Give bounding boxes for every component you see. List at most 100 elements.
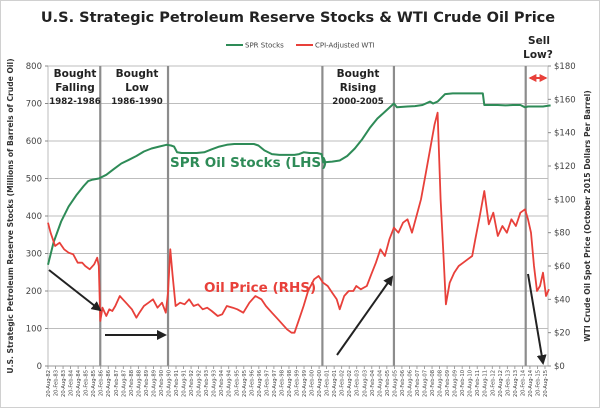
x-tick-label: 20-Feb-84	[69, 369, 75, 396]
x-tick-label: 20-Feb-94	[219, 369, 225, 396]
y-tick-label-right: $120	[554, 162, 576, 172]
y-tick-label-left: 100	[26, 325, 42, 335]
x-tick-label: 20-Aug-00	[317, 370, 323, 397]
y-tick-label-right: $20	[554, 329, 570, 339]
period-2-years: 1986-1990	[111, 97, 162, 107]
x-tick-label: 20-Aug-15	[543, 370, 549, 397]
x-tick-label: 20-Feb-97	[264, 370, 270, 396]
x-tick-label: 20-Aug-09	[453, 370, 459, 397]
x-tick-label: 20-Feb-14	[520, 369, 526, 396]
x-tick-label: 20-Aug-91	[182, 370, 188, 397]
y-tick-label-left: 800	[26, 62, 42, 72]
period-1-line1: Bought	[54, 68, 97, 80]
x-tick-label: 20-Aug-95	[242, 370, 248, 397]
y-tick-label-left: 600	[26, 137, 42, 147]
arrow-bought-rising	[336, 275, 394, 356]
y-tick-label-left: 700	[26, 100, 42, 110]
x-tick-label: 20-Feb-92	[189, 370, 195, 396]
x-tick-label: 20-Aug-83	[61, 370, 67, 397]
period-3-line2: Rising	[340, 82, 377, 94]
trend-arrows	[48, 74, 548, 365]
x-tick-label: 20-Feb-01	[325, 370, 331, 396]
legend: SPR Stocks CPI-Adjusted WTI	[226, 42, 375, 50]
x-tick-label: 20-Aug-12	[498, 370, 504, 397]
x-tick-label: 20-Aug-88	[136, 370, 142, 397]
period-3-line1: Bought	[337, 68, 380, 80]
x-tick-label: 20-Feb-95	[234, 370, 240, 396]
y-tick-label-left: 0	[37, 362, 42, 372]
left-axis-label: U.S. Strategic Petroleum Reserve Stocks …	[6, 58, 15, 373]
y-tick-label-right: $80	[554, 229, 570, 239]
y-tick-label-right: $0	[554, 362, 565, 372]
period-2-line1: Bought	[116, 68, 159, 80]
x-tick-label: 20-Aug-05	[392, 370, 398, 397]
x-tick-label: 20-Feb-89	[144, 370, 150, 396]
period-1-line2: Falling	[55, 82, 94, 94]
x-tick-label: 20-Aug-87	[121, 370, 127, 397]
left-y-ticks: 0 100 200 300 400 500 600 700 800	[26, 62, 48, 372]
x-tick-label: 20-Aug-85	[91, 370, 97, 397]
x-tick-label: 20-Feb-91	[174, 370, 180, 396]
x-tick-label: 20-Aug-93	[212, 370, 218, 397]
x-tick-label: 20-Feb-99	[294, 370, 300, 396]
x-tick-label: 20-Feb-88	[129, 370, 135, 396]
spr-series-label: SPR Oil Stocks (LHS)	[170, 155, 327, 171]
y-tick-label-right: $60	[554, 262, 570, 272]
x-tick-label: 20-Aug-89	[151, 370, 157, 397]
x-tick-label: 20-Feb-87	[114, 370, 120, 396]
wti-price-line	[47, 111, 550, 334]
oil-series-label: Oil Price (RHS)	[204, 280, 316, 296]
legend-label-spr: SPR Stocks	[245, 42, 284, 50]
x-tick-label: 20-Feb-13	[505, 370, 511, 396]
x-tick-label: 20-Aug-07	[423, 370, 429, 397]
x-tick-label: 20-Aug-82	[46, 370, 52, 397]
x-tick-label: 20-Feb-08	[430, 370, 436, 396]
y-tick-label-left: 300	[26, 250, 42, 260]
x-tick-label: 20-Aug-99	[302, 370, 308, 397]
x-ticks: 20-Aug-82 20-Feb-83 20-Aug-83 20-Feb-84 20-A…	[46, 365, 549, 397]
y-tick-label-right: $40	[554, 295, 570, 305]
x-tick-label: 20-Feb-00	[310, 370, 316, 396]
x-tick-label: 20-Feb-02	[340, 370, 346, 396]
x-tick-label: 20-Aug-11	[483, 370, 489, 397]
x-tick-label: 20-Feb-85	[84, 370, 90, 396]
x-tick-label: 20-Aug-08	[438, 370, 444, 397]
x-tick-label: 20-Aug-97	[272, 370, 278, 397]
y-tick-label-left: 200	[26, 287, 42, 297]
period-4-line1: Sell	[528, 35, 550, 47]
x-tick-label: 20-Aug-01	[332, 370, 338, 397]
legend-label-wti: CPI-Adjusted WTI	[315, 42, 375, 50]
chart-title: U.S. Strategic Petroleum Reserve Stocks …	[41, 10, 555, 26]
x-tick-label: 20-Feb-04	[370, 369, 376, 396]
x-tick-label: 20-Aug-03	[362, 370, 368, 397]
x-tick-label: 20-Feb-90	[159, 370, 165, 396]
x-tick-label: 20-Feb-98	[279, 370, 285, 396]
series-lines	[47, 92, 551, 334]
arrow-sell-low	[527, 273, 547, 365]
x-tick-label: 20-Feb-11	[475, 370, 481, 396]
x-tick-label: 20-Aug-06	[407, 370, 413, 397]
y-tick-label-right: $160	[554, 95, 576, 105]
period-annotations: Bought Falling 1982-1986 Bought Low 1986…	[49, 35, 553, 107]
x-tick-label: 20-Feb-96	[249, 370, 255, 396]
x-tick-label: 20-Aug-10	[468, 370, 474, 397]
x-tick-label: 20-Aug-90	[166, 370, 172, 397]
x-tick-label: 20-Feb-15	[535, 370, 541, 396]
x-tick-label: 20-Feb-09	[445, 370, 451, 396]
y-tick-label-right: $140	[554, 129, 576, 139]
x-tick-label: 20-Feb-93	[204, 370, 210, 396]
x-tick-label: 20-Aug-86	[106, 370, 112, 397]
period-1-years: 1982-1986	[49, 97, 100, 107]
y-tick-label-right: $100	[554, 195, 576, 205]
x-tick-label: 20-Aug-84	[76, 369, 82, 397]
x-tick-label: 20-Feb-10	[460, 370, 466, 396]
x-tick-label: 20-Feb-03	[355, 370, 361, 396]
x-tick-label: 20-Feb-05	[385, 370, 391, 396]
x-tick-label: 20-Feb-86	[99, 370, 105, 396]
x-tick-label: 20-Aug-96	[257, 370, 263, 397]
arrow-bought-falling	[48, 269, 102, 312]
gridlines	[47, 65, 549, 367]
x-tick-label: 20-Aug-94	[227, 369, 233, 397]
period-4-line2: Low?	[523, 49, 553, 61]
